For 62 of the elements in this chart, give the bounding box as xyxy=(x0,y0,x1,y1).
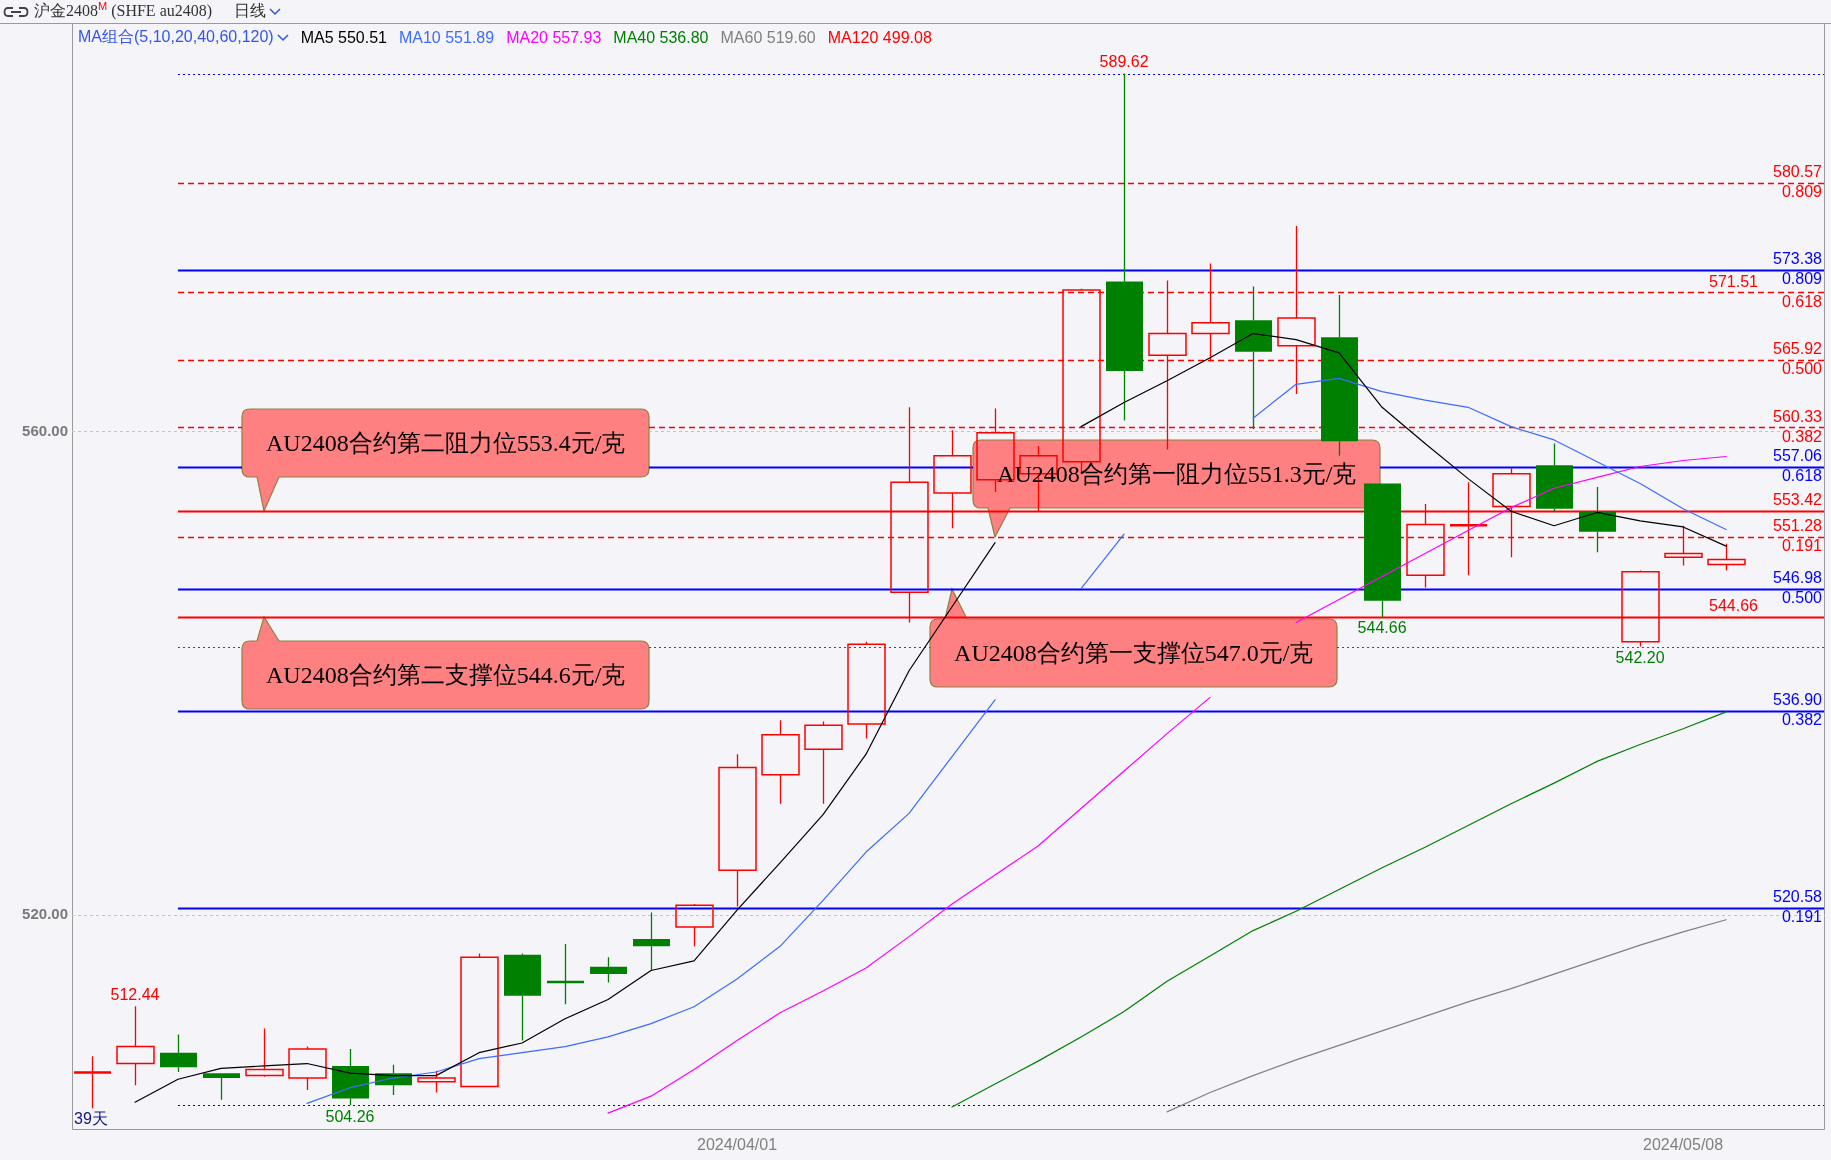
candlestick xyxy=(1579,486,1616,553)
annotation: 0.191 xyxy=(1781,908,1823,926)
candlestick xyxy=(332,1048,369,1106)
candlestick xyxy=(804,720,843,805)
text: 504.26 xyxy=(325,1107,375,1125)
candlestick xyxy=(74,1055,111,1109)
annotation: 546.98 xyxy=(1773,569,1823,587)
text: MA60 519.60 xyxy=(720,28,816,47)
text: MA10 551.89 xyxy=(398,28,495,47)
text: MA40 536.80 xyxy=(613,28,709,47)
annotation: 551.28 xyxy=(1773,517,1823,535)
candlestick xyxy=(1321,294,1358,457)
candlestick xyxy=(1235,285,1272,430)
candlestick xyxy=(116,1005,155,1086)
annotation: 0.382 xyxy=(1781,427,1823,445)
chart-title: 沪金2408$^{M}$ (SHFE au2408) xyxy=(34,0,213,22)
annotation: 0.618 xyxy=(1781,467,1823,485)
candlestick xyxy=(590,956,627,984)
annotation: 553.42 xyxy=(1773,491,1823,509)
legend-title: MA组合(5,10,20,40,60,120) xyxy=(78,27,274,47)
candlestick xyxy=(718,753,757,908)
candlestick xyxy=(633,911,670,972)
annotation: 0.618 xyxy=(1781,292,1823,310)
annotation: 0.500 xyxy=(1781,360,1823,378)
x-tick-label: 2024/04/01 xyxy=(697,1136,778,1154)
annotation: 0.500 xyxy=(1781,589,1823,607)
y-tick-label: 520.00 xyxy=(22,905,68,923)
text: 512.44 xyxy=(110,985,160,1003)
text: 542.20 xyxy=(1615,649,1665,666)
annotation: 520.58 xyxy=(1773,888,1823,906)
annotation: 560.33 xyxy=(1773,407,1823,425)
annotation: 565.92 xyxy=(1773,340,1823,358)
annotation: 0.191 xyxy=(1781,537,1823,555)
annotation: 571.51 xyxy=(1709,272,1759,290)
candlestick xyxy=(1536,442,1573,512)
legend-label: MA120 499.08 xyxy=(827,28,932,47)
candlestick xyxy=(1106,72,1143,422)
annotation: 544.66 xyxy=(1357,619,1407,637)
annotation: AU2408合约第一阻力位551.3元/克 xyxy=(997,460,1357,487)
candlestick xyxy=(504,954,541,1042)
text: MA5 550.51 xyxy=(300,28,387,47)
annotation: AU2408合约第二支撑位544.6元/克 xyxy=(266,661,626,688)
annotation: 580.57 xyxy=(1773,163,1823,181)
annotation: AU2408合约第一支撑位547.0元/克 xyxy=(954,639,1314,666)
text: 589.62 xyxy=(1099,52,1149,70)
candlestick xyxy=(160,1033,197,1073)
annotation: 536.90 xyxy=(1773,691,1823,709)
chart-subtitle: 日线 xyxy=(234,1,267,21)
annotation: AU2408合约第二阻力位553.4元/克 xyxy=(266,429,626,456)
text: 544.66 xyxy=(1709,597,1758,615)
annotation: 39天 xyxy=(74,1110,108,1128)
candlestick xyxy=(245,1027,284,1077)
text: MA20 557.93 xyxy=(506,28,602,47)
annotation: 573.38 xyxy=(1773,250,1823,268)
x-tick-label: 2024/05/08 xyxy=(1643,1136,1724,1154)
annotation: 0.809 xyxy=(1781,270,1823,288)
annotation: 557.06 xyxy=(1773,447,1823,465)
annotation: 0.809 xyxy=(1781,183,1823,201)
annotation: 0.382 xyxy=(1781,711,1823,729)
candlestick xyxy=(761,719,800,805)
candlestick xyxy=(1707,543,1746,572)
y-tick-label: 560.00 xyxy=(22,421,68,439)
